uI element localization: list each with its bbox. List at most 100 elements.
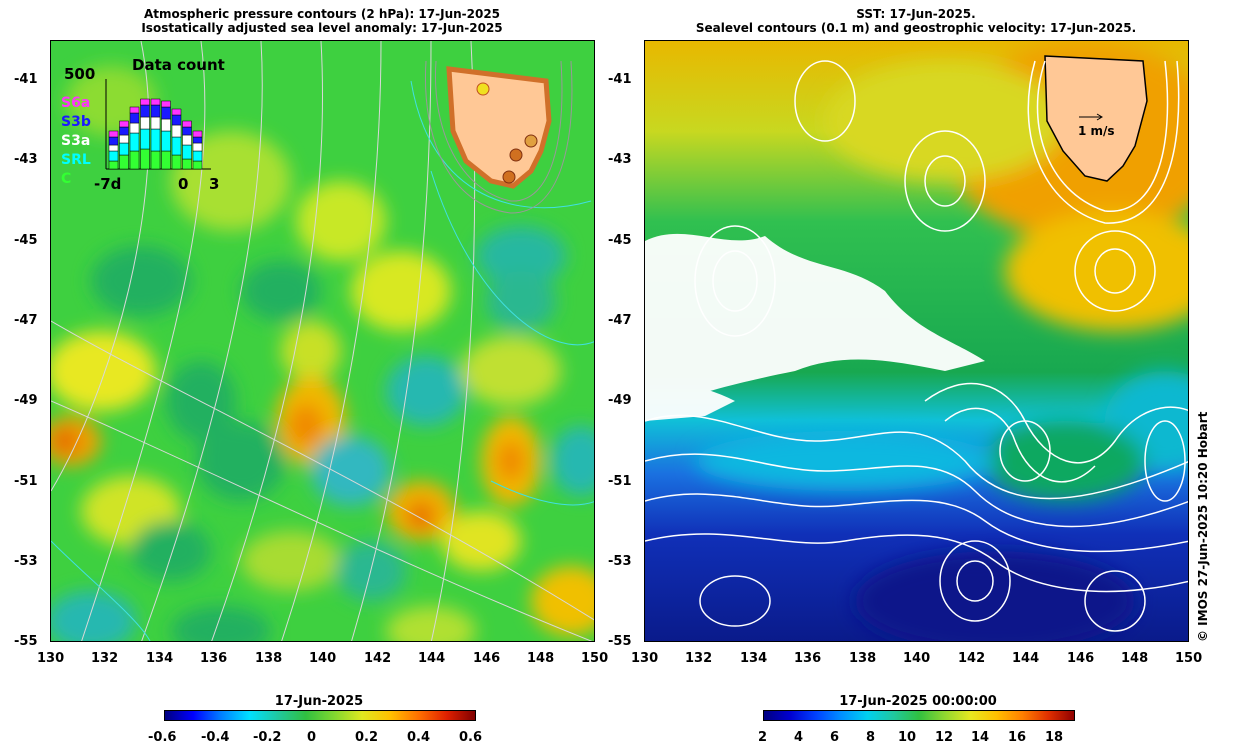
cbar-tick: 0.4 bbox=[407, 730, 431, 745]
inset-bar-segment bbox=[140, 104, 150, 118]
inset-bar-segment bbox=[171, 154, 182, 170]
inset-bar-segment bbox=[129, 106, 140, 114]
legend-c: C bbox=[61, 171, 72, 187]
x-tick: 148 bbox=[527, 651, 555, 666]
x-tick: 142 bbox=[958, 651, 986, 666]
tasmania-contours bbox=[424, 60, 573, 214]
x-tick: 134 bbox=[740, 651, 768, 666]
y-tick: -45 bbox=[14, 233, 38, 248]
sst-colorbar-title: 17-Jun-2025 00:00:00 bbox=[839, 694, 997, 709]
inset-bar-segment bbox=[182, 158, 192, 170]
inset-bar-segment bbox=[119, 142, 129, 156]
inset-bar-segment bbox=[108, 136, 119, 146]
cbar-tick: 12 bbox=[935, 730, 954, 745]
cbar-tick: 0.6 bbox=[459, 730, 483, 745]
cbar-tick: 16 bbox=[1008, 730, 1027, 745]
cbar-tick: -0.6 bbox=[148, 730, 177, 745]
legend-s3a: S3a bbox=[61, 133, 91, 149]
tasmania-land bbox=[446, 66, 552, 189]
tasmania-land bbox=[1044, 55, 1148, 182]
x-tick: 140 bbox=[903, 651, 931, 666]
inset-bar-segment bbox=[150, 98, 161, 106]
cbar-tick: 0.2 bbox=[355, 730, 379, 745]
x-tick: 150 bbox=[581, 651, 609, 666]
inset-bar-segment bbox=[171, 114, 182, 126]
sla-map-svg bbox=[51, 41, 594, 641]
x-tick: 132 bbox=[685, 651, 713, 666]
bathymetry-lines bbox=[51, 80, 594, 641]
cbar-tick: -0.4 bbox=[201, 730, 230, 745]
inset-bar-segment bbox=[140, 98, 150, 106]
legend-s6a: S6a bbox=[61, 95, 91, 111]
x-tick: 144 bbox=[418, 651, 446, 666]
sst-map[interactable] bbox=[644, 40, 1189, 642]
tide-gauge-marker bbox=[524, 134, 538, 148]
inset-bar-segment bbox=[161, 130, 171, 152]
sea-level-anomaly-map[interactable] bbox=[50, 40, 595, 642]
inset-bar-segment bbox=[108, 160, 119, 170]
inset-bar-segment bbox=[119, 120, 129, 128]
inset-bar-segment bbox=[182, 144, 192, 160]
left-title: Atmospheric pressure contours (2 hPa): 1… bbox=[50, 7, 594, 35]
left-title-line1: Atmospheric pressure contours (2 hPa): 1… bbox=[143, 7, 501, 21]
y-tick: -51 bbox=[608, 474, 632, 489]
inset-bar-segment bbox=[129, 150, 140, 170]
y-tick: -53 bbox=[608, 554, 632, 569]
inset-bar-segment bbox=[182, 120, 192, 128]
inset-bar-segment bbox=[129, 112, 140, 124]
inset-bar-segment bbox=[150, 150, 161, 170]
inset-bar-segment bbox=[129, 132, 140, 152]
inset-bar-segment bbox=[140, 116, 150, 130]
inset-bar-segment bbox=[140, 148, 150, 170]
x-tick: 130 bbox=[37, 651, 65, 666]
x-tick: 140 bbox=[309, 651, 337, 666]
y-tick: -47 bbox=[14, 313, 38, 328]
inset-bar-segment bbox=[171, 124, 182, 138]
x-tick: 138 bbox=[849, 651, 877, 666]
y-tick: -55 bbox=[14, 634, 38, 649]
inset-bar-segment bbox=[129, 122, 140, 134]
y-tick: -43 bbox=[608, 152, 632, 167]
x-tick: 138 bbox=[255, 651, 283, 666]
cbar-tick: 8 bbox=[866, 730, 876, 745]
inset-title: Data count bbox=[132, 56, 225, 74]
right-title-line1: SST: 17-Jun-2025. bbox=[856, 7, 976, 21]
x-tick: 146 bbox=[1067, 651, 1095, 666]
cbar-tick: 10 bbox=[898, 730, 917, 745]
inset-bar-segment bbox=[161, 118, 171, 132]
x-tick: 132 bbox=[91, 651, 119, 666]
right-title: SST: 17-Jun-2025. Sealevel contours (0.1… bbox=[644, 7, 1188, 35]
y-tick: -43 bbox=[14, 152, 38, 167]
inset-bar-segment bbox=[182, 134, 192, 146]
inset-bar-segment bbox=[119, 154, 129, 170]
inset-bar-segment bbox=[140, 128, 150, 150]
x-tick: 146 bbox=[473, 651, 501, 666]
y-tick: -55 bbox=[608, 634, 632, 649]
inset-bar-segment bbox=[108, 144, 119, 152]
inset-bar-segment bbox=[150, 104, 161, 118]
inset-bar-segment bbox=[192, 160, 203, 170]
cbar-tick: 0 bbox=[307, 730, 317, 745]
inset-bar-segment bbox=[192, 136, 203, 144]
sla-colorbar bbox=[164, 710, 476, 721]
tide-gauge-marker bbox=[509, 148, 523, 162]
sealevel-contours bbox=[645, 60, 1188, 632]
imos-credit: © IMOS 27-Jun-2025 10:20 Hobart bbox=[1196, 411, 1210, 642]
legend-s3b: S3b bbox=[61, 114, 91, 130]
x-tick: 144 bbox=[1012, 651, 1040, 666]
cbar-tick: 14 bbox=[971, 730, 990, 745]
x-tick: 136 bbox=[794, 651, 822, 666]
cbar-tick: 18 bbox=[1045, 730, 1064, 745]
x-tick: 150 bbox=[1175, 651, 1203, 666]
inset-bars bbox=[108, 98, 203, 170]
inset-xlabel-mid: 0 bbox=[178, 175, 189, 193]
velocity-scale-label: 1 m/s bbox=[1078, 124, 1115, 138]
x-tick: 148 bbox=[1121, 651, 1149, 666]
velocity-scale-arrow bbox=[1079, 113, 1103, 121]
x-tick: 136 bbox=[200, 651, 228, 666]
tide-gauge-marker bbox=[476, 82, 490, 96]
sst-map-svg bbox=[645, 41, 1188, 641]
y-tick: -49 bbox=[608, 393, 632, 408]
y-tick: -53 bbox=[14, 554, 38, 569]
sst-colorbar bbox=[763, 710, 1075, 721]
